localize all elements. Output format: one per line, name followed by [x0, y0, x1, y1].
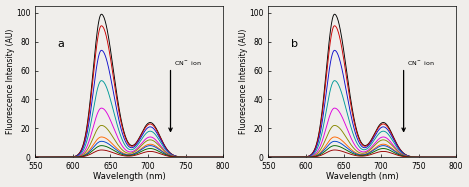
Text: b: b: [291, 39, 298, 49]
X-axis label: Wavelength (nm): Wavelength (nm): [326, 172, 399, 181]
Y-axis label: Fluorescence Intensity (AU): Fluorescence Intensity (AU): [6, 29, 15, 134]
Text: a: a: [58, 39, 65, 49]
Text: CN$^-$ ion: CN$^-$ ion: [174, 59, 202, 67]
Text: CN$^-$ ion: CN$^-$ ion: [408, 59, 435, 67]
Y-axis label: Fluorescence Intensity (AU): Fluorescence Intensity (AU): [239, 29, 248, 134]
X-axis label: Wavelength (nm): Wavelength (nm): [93, 172, 166, 181]
